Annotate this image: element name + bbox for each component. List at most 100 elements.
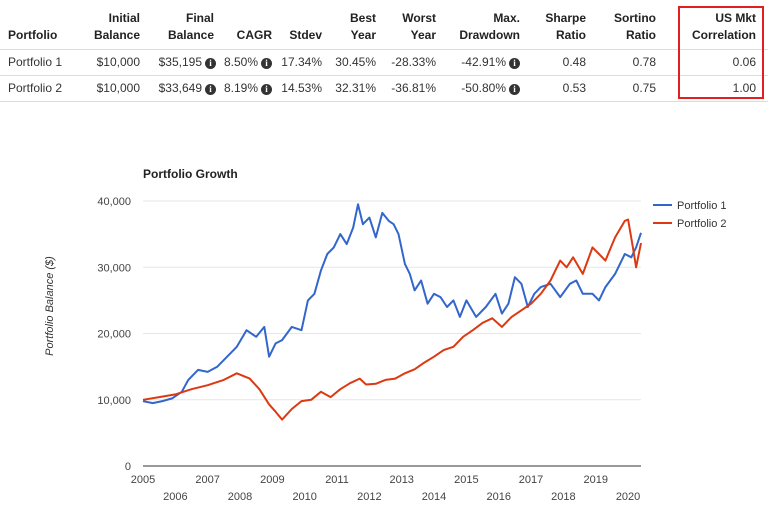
y-tick-label: 20,000 (97, 329, 131, 341)
header-label: US Mkt (715, 11, 756, 25)
chart-legend: Portfolio 1 Portfolio 2 (653, 200, 727, 230)
final-balance: $35,195 i (150, 55, 216, 70)
chart-series-lines (142, 203, 642, 421)
x-tick-label: 2012 (357, 491, 381, 503)
header-portfolio[interactable]: Portfolio (8, 28, 57, 43)
portfolio-name: Portfolio 2 (8, 81, 63, 95)
final-balance: $33,649 i (150, 81, 216, 96)
info-icon[interactable]: i (509, 58, 520, 69)
x-tick-label: 2015 (454, 474, 478, 486)
us-mkt-correlation: 1.00 (732, 81, 756, 95)
x-tick-label: 2010 (292, 491, 316, 503)
header-us-mkt-correlation[interactable]: US Mkt Correlation (680, 11, 756, 43)
x-tick-label: 2016 (486, 491, 510, 503)
y-tick-label: 0 (125, 461, 131, 473)
cagr-value: 8.19% (223, 81, 258, 95)
header-best-year[interactable]: Best Year (328, 11, 376, 43)
header-label: Stdev (289, 28, 322, 42)
initial-balance: $10,000 (96, 81, 140, 95)
header-label: Sharpe (545, 11, 586, 25)
info-icon[interactable]: i (261, 84, 272, 95)
y-tick-label: 10,000 (97, 395, 131, 407)
row-divider (0, 101, 768, 102)
header-label: Max. (493, 11, 520, 25)
worst-year: -28.33% (391, 55, 436, 69)
sortino-ratio: 0.75 (632, 81, 656, 95)
legend-label: Portfolio 1 (677, 200, 727, 212)
header-sortino-ratio[interactable]: Sortino Ratio (600, 11, 656, 43)
chart-gridlines (143, 200, 641, 467)
max-drawdown-value: -50.80% (461, 81, 506, 95)
header-label: Year (410, 28, 436, 42)
row-divider (0, 75, 768, 76)
header-label: Drawdown (459, 28, 520, 42)
x-tick-label: 2011 (325, 474, 349, 486)
header-max-drawdown[interactable]: Max. Drawdown (450, 11, 520, 43)
portfolio-growth-chart: Portfolio Growth 0 10,000 20,000 30,000 40,0… (44, 167, 727, 503)
cagr: 8.19% i (220, 81, 272, 96)
chart-title: Portfolio Growth (143, 167, 238, 181)
header-label: Best (349, 11, 376, 25)
stdev: 17.34% (281, 55, 322, 69)
sortino-ratio: 0.78 (632, 55, 656, 69)
x-tick-label: 2009 (260, 474, 284, 486)
sharpe-ratio: 0.53 (562, 81, 586, 95)
header-label: Final (185, 11, 214, 25)
header-sharpe-ratio[interactable]: Sharpe Ratio (536, 11, 586, 43)
initial-balance: $10,000 (96, 55, 140, 69)
x-tick-label: 2005 (131, 474, 155, 486)
header-label: Balance (93, 28, 140, 42)
header-stdev[interactable]: Stdev (276, 28, 322, 43)
max-drawdown: -50.80% i (448, 81, 520, 96)
header-label: Worst (402, 11, 436, 25)
x-tick-label: 2014 (422, 491, 446, 503)
x-tick-label: 2006 (163, 491, 187, 503)
header-label: Initial (108, 11, 140, 25)
x-tick-label: 2013 (389, 474, 413, 486)
header-label: CAGR (236, 28, 272, 42)
info-icon[interactable]: i (261, 58, 272, 69)
header-label: Portfolio (8, 28, 58, 42)
info-icon[interactable]: i (509, 84, 520, 95)
header-cagr[interactable]: CAGR (226, 28, 272, 43)
header-initial-balance[interactable]: Initial Balance (80, 11, 140, 43)
x-tick-label: 2017 (519, 474, 543, 486)
y-axis-tick-labels: 0 10,000 20,000 30,000 40,000 (97, 196, 131, 473)
cagr-value: 8.50% (223, 55, 258, 69)
final-balance-value: $35,195 (158, 55, 202, 69)
header-label: Balance (167, 28, 214, 42)
x-axis-tick-labels: 2005 2006 2007 2008 2009 2010 2011 2012 2013 2014… (131, 474, 641, 503)
max-drawdown: -42.91% i (448, 55, 520, 70)
x-tick-label: 2008 (228, 491, 252, 503)
header-label: Ratio (626, 28, 656, 42)
header-label: Ratio (556, 28, 586, 42)
x-tick-label: 2007 (195, 474, 219, 486)
portfolio-name: Portfolio 1 (8, 55, 63, 69)
best-year: 32.31% (335, 81, 376, 95)
correlation-highlight-box (678, 6, 764, 99)
worst-year: -36.81% (391, 81, 436, 95)
header-worst-year[interactable]: Worst Year (384, 11, 436, 43)
header-label: Correlation (691, 28, 756, 42)
y-tick-label: 40,000 (97, 196, 131, 208)
sharpe-ratio: 0.48 (562, 55, 586, 69)
final-balance-value: $33,649 (158, 81, 202, 95)
header-label: Sortino (614, 11, 656, 25)
best-year: 30.45% (335, 55, 376, 69)
series-line-portfolio-1 (142, 203, 642, 405)
us-mkt-correlation: 0.06 (732, 55, 756, 69)
info-icon[interactable]: i (205, 84, 216, 95)
max-drawdown-value: -42.91% (461, 55, 506, 69)
series-line-portfolio-2 (142, 218, 642, 421)
info-icon[interactable]: i (205, 58, 216, 69)
cagr: 8.50% i (220, 55, 272, 70)
x-tick-label: 2020 (616, 491, 640, 503)
header-label: Year (350, 28, 376, 42)
legend-label: Portfolio 2 (677, 218, 727, 230)
y-tick-label: 30,000 (97, 262, 131, 274)
header-final-balance[interactable]: Final Balance (150, 11, 214, 43)
stdev: 14.53% (281, 81, 322, 95)
y-axis-label: Portfolio Balance ($) (44, 256, 56, 356)
performance-summary-table: Portfolio Initial Balance Final Balance … (0, 0, 768, 110)
header-divider (0, 49, 768, 50)
